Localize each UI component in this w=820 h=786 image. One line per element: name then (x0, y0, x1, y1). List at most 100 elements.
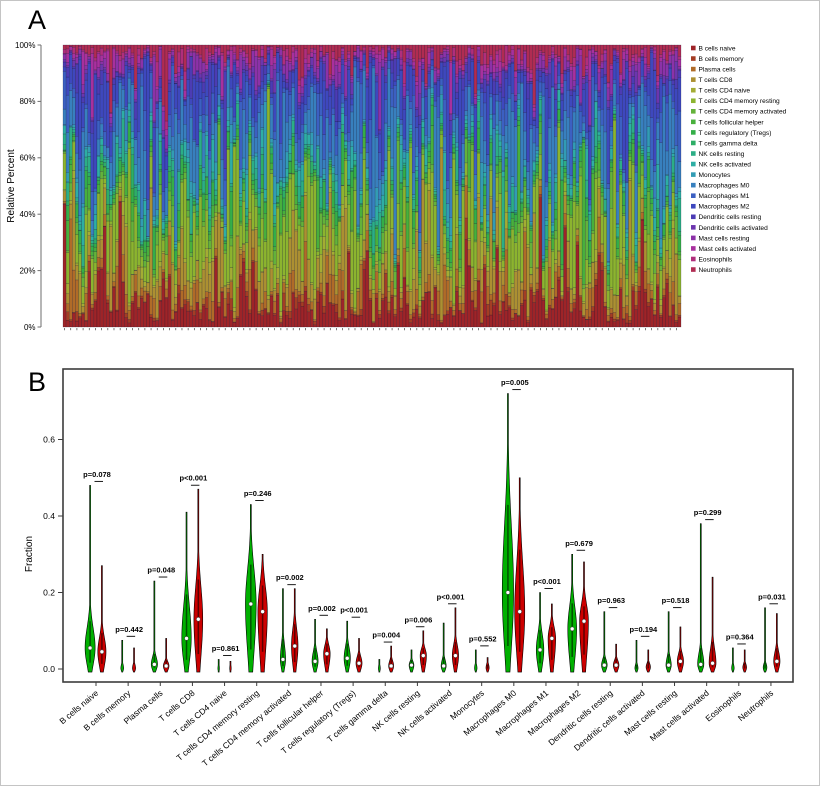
sample-bar (483, 44, 487, 328)
p-value-label: p=0.246 (244, 489, 272, 498)
legend-item: T cells gamma delta (691, 140, 758, 147)
sample-bar (226, 44, 231, 328)
sample-bar (248, 44, 252, 328)
median-dot (549, 636, 555, 641)
sample-bar (300, 44, 305, 328)
sample-bar (378, 44, 382, 328)
sample-bar (427, 44, 431, 328)
sample-bar (408, 44, 413, 328)
sample-bar (445, 44, 450, 328)
violin-body (229, 661, 232, 673)
median-dot (441, 663, 446, 669)
y-tick-label: 80% (19, 97, 35, 106)
y-tick-label: 0.6 (43, 435, 55, 445)
median-dot (537, 647, 543, 653)
sample-bar (257, 44, 261, 328)
p-value-label: p<0.001 (340, 606, 368, 615)
sample-bar (476, 44, 481, 328)
median-dot (280, 657, 286, 662)
sample-bar (421, 44, 425, 328)
sample-bar (115, 44, 119, 328)
sample-bar (374, 44, 379, 328)
legend-swatch (691, 182, 696, 188)
sample-bar (186, 44, 190, 328)
sample-bar (180, 44, 184, 328)
sample-bar (106, 44, 110, 328)
legend-swatch (691, 225, 696, 230)
sample-bar (578, 44, 583, 328)
y-tick-label: 0.4 (43, 511, 55, 521)
median-dot (324, 651, 330, 656)
sample-bar (442, 44, 447, 328)
sample-bar (183, 44, 187, 328)
violin-pair: p=0.963 (597, 596, 625, 673)
legend-item: Monocytes (691, 172, 731, 179)
sample-bar (232, 44, 237, 328)
sample-bar (167, 44, 172, 328)
legend-label: Macrophages M2 (699, 204, 750, 211)
median-dot (569, 626, 575, 632)
y-tick-label: 0.2 (43, 588, 55, 598)
median-dot (613, 662, 619, 668)
median-dot (163, 663, 169, 669)
legend-label: B cells naive (699, 45, 736, 52)
p-value-label: p<0.001 (437, 592, 465, 601)
violin-body (440, 622, 447, 673)
sample-bar (631, 44, 635, 328)
sample-bar (609, 44, 614, 328)
legend-label: T cells gamma delta (699, 140, 758, 147)
sample-bar (322, 44, 326, 328)
sample-bar (229, 44, 234, 328)
sample-bar (625, 44, 629, 328)
sample-bar (260, 44, 265, 328)
sample-bar (433, 44, 438, 328)
sample-bar (665, 44, 669, 328)
sample-bar (263, 44, 268, 328)
sample-bar (619, 44, 623, 328)
p-value-label: p<0.001 (533, 577, 561, 586)
sample-bar (217, 44, 221, 328)
legend-swatch (691, 235, 696, 241)
sample-bar (316, 44, 320, 328)
legend-swatch (691, 214, 696, 220)
legend-item: T cells CD4 memory activated (691, 109, 787, 116)
sample-bar (133, 44, 138, 328)
x-tick-label: T cells gamma delta (325, 688, 390, 745)
sample-bar (291, 44, 295, 328)
panel-a-y-axis-title: Relative Percent (6, 149, 17, 223)
sample-bar (238, 44, 243, 328)
sample-bar (158, 44, 163, 328)
legend-item: B cells naive (691, 45, 736, 52)
sample-bar (467, 44, 472, 328)
violin-body (378, 659, 381, 673)
sample-bar (606, 44, 611, 328)
sample-bar (473, 44, 478, 328)
sample-bar (597, 44, 601, 328)
stacked-bars (62, 44, 682, 328)
sample-bar (439, 44, 444, 328)
sample-bar (75, 44, 79, 328)
legend-label: B cells memory (699, 56, 745, 63)
p-value-label: p=0.005 (501, 378, 529, 387)
violin-body (132, 647, 136, 673)
sample-bar (306, 44, 311, 328)
sample-bar (594, 44, 598, 328)
sample-bar (520, 44, 524, 328)
sample-bar (319, 44, 323, 328)
sample-bar (387, 44, 391, 328)
sample-bar (513, 44, 518, 328)
sample-bar (340, 44, 345, 328)
legend-swatch (691, 151, 696, 156)
sample-bar (214, 44, 218, 328)
median-dot (421, 653, 426, 658)
x-tick-label: Mast cells activated (648, 688, 711, 744)
y-tick-label: 20% (19, 266, 35, 275)
sample-bar (362, 44, 366, 328)
sample-bar (96, 44, 101, 328)
legend-item: Macrophages M0 (691, 183, 750, 190)
sample-bar (396, 44, 400, 328)
violin-pair: p=0.246 (244, 489, 272, 673)
violin-body (665, 611, 672, 673)
p-value-label: p=0.518 (662, 596, 690, 605)
violin-pair: p=0.552 (469, 634, 497, 673)
